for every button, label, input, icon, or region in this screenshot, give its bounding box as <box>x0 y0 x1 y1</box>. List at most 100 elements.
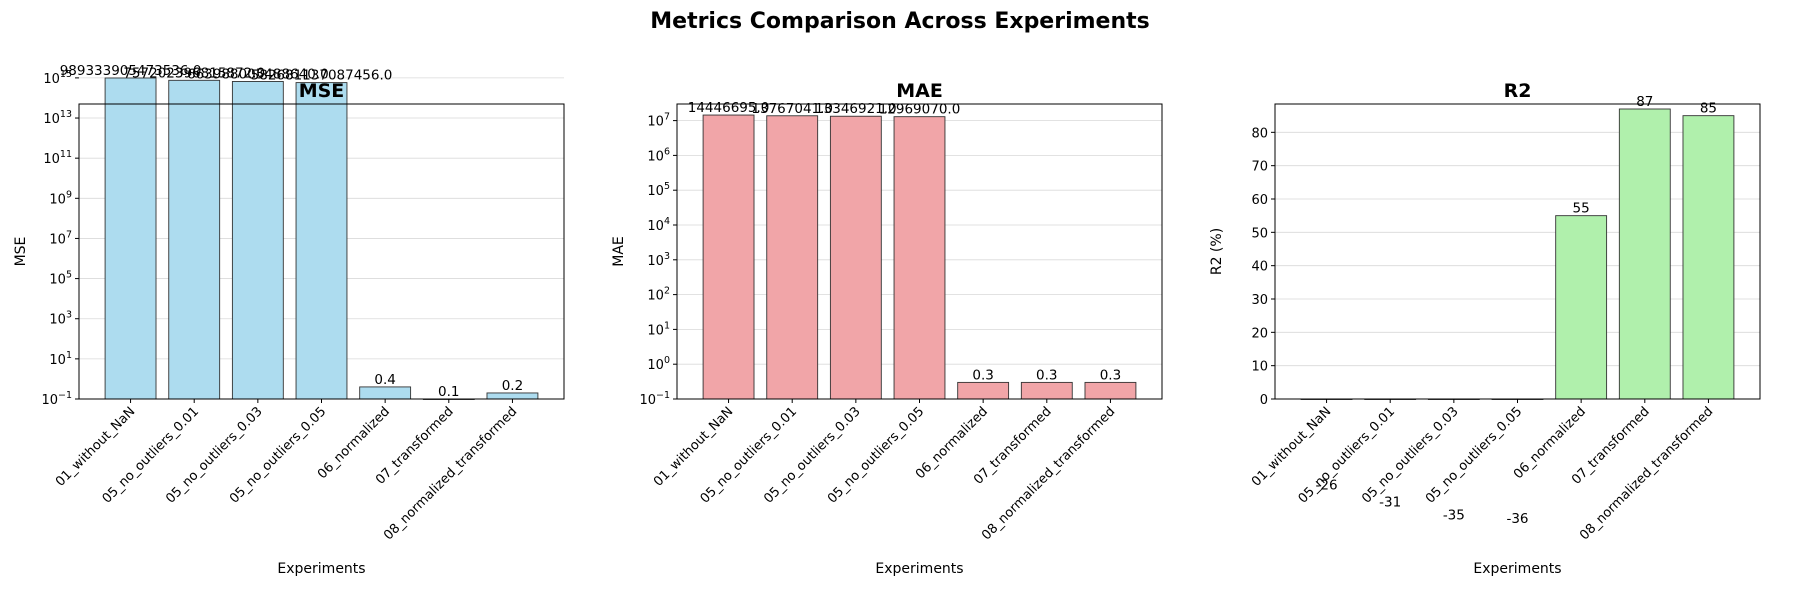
y-tick-label: 0 <box>1260 393 1268 408</box>
y-tick-exponent: 2 <box>664 286 670 297</box>
y-tick-label: 10−1 <box>639 390 670 408</box>
bar <box>893 116 946 400</box>
y-tick-base: 10 <box>647 115 664 130</box>
y-tick-exponent: 7 <box>66 229 72 240</box>
x-axis-label: Experiments <box>277 561 365 577</box>
y-tick-base: 10 <box>647 254 664 269</box>
panel-mae: 14446695.001_without_NaN13767041.005_no_… <box>611 80 1163 577</box>
figure-title: Metrics Comparison Across Experiments <box>650 9 1150 34</box>
data-label: 0.3 <box>1100 367 1121 383</box>
y-tick-label: 102 <box>647 286 670 304</box>
bar <box>957 381 1010 400</box>
y-axis-label: MAE <box>611 236 627 267</box>
y-tick-base: 50 <box>1251 226 1268 241</box>
y-tick-exponent: 1 <box>664 320 670 331</box>
y-tick-base: 10 <box>43 112 60 127</box>
y-tick-exponent: −1 <box>58 390 72 401</box>
y-tick-exponent: 6 <box>664 146 670 157</box>
data-label: 582681137087456.0 <box>251 68 393 84</box>
bar <box>1555 215 1608 400</box>
panel-title: R2 <box>1504 80 1532 102</box>
y-tick-exponent: 0 <box>664 355 670 366</box>
x-tick-label: 08_normalized_transformed <box>1577 404 1716 543</box>
data-label: -35 <box>1443 508 1465 524</box>
y-tick-label: 104 <box>647 216 670 234</box>
y-tick-exponent: 11 <box>60 149 72 160</box>
y-tick-base: 10 <box>43 72 60 87</box>
y-tick-base: 10 <box>647 219 664 234</box>
y-tick-label: 1013 <box>43 109 72 127</box>
y-tick-base: 30 <box>1251 293 1268 308</box>
y-tick-label: 70 <box>1251 160 1268 175</box>
data-label: 12969070.0 <box>879 102 961 118</box>
y-tick-label: 107 <box>49 229 72 247</box>
y-tick-label: 20 <box>1251 326 1268 341</box>
y-tick-exponent: 5 <box>664 181 670 192</box>
y-tick-label: 1015 <box>43 69 72 87</box>
y-tick-exponent: 1 <box>66 350 72 361</box>
data-label: 0.3 <box>972 367 993 383</box>
data-label: 85 <box>1700 101 1717 117</box>
y-tick-exponent: 3 <box>66 310 72 321</box>
x-axis-label: Experiments <box>1473 561 1561 577</box>
y-tick-exponent: 15 <box>60 69 72 80</box>
y-tick-label: 103 <box>49 310 72 328</box>
y-tick-exponent: 7 <box>664 112 670 123</box>
y-tick-label: 60 <box>1251 193 1268 208</box>
y-tick-base: 10 <box>49 353 66 368</box>
y-tick-label: 109 <box>49 189 72 207</box>
y-tick-base: 10 <box>49 192 66 207</box>
bar <box>295 82 348 400</box>
y-tick-base: 10 <box>647 358 664 373</box>
y-tick-exponent: 13 <box>60 109 72 120</box>
y-tick-base: 10 <box>49 313 66 328</box>
y-tick-exponent: 3 <box>664 251 670 262</box>
y-tick-label: 1011 <box>43 149 72 167</box>
data-label: -31 <box>1379 494 1401 510</box>
data-label: 757202396815872.0 <box>123 65 265 81</box>
data-label: 0.1 <box>438 384 459 400</box>
bar <box>104 77 157 400</box>
y-tick-label: 30 <box>1251 293 1268 308</box>
panel-r2: -2601_without_NaN-3105_no_outliers_0.01-… <box>1209 80 1761 577</box>
y-tick-base: 10 <box>1251 360 1268 375</box>
y-axis-label: MSE <box>13 237 29 267</box>
y-tick-base: 70 <box>1251 160 1268 175</box>
x-axis-label: Experiments <box>875 561 963 577</box>
panel-title: MSE <box>299 80 345 102</box>
y-tick-label: 100 <box>647 355 670 373</box>
data-label: -36 <box>1506 511 1528 527</box>
y-tick-label: 103 <box>647 251 670 269</box>
y-tick-label: 107 <box>647 112 670 130</box>
y-tick-base: 10 <box>647 289 664 304</box>
x-tick-label: 08_normalized_transformed <box>381 404 520 543</box>
data-label: 55 <box>1573 201 1590 217</box>
y-tick-base: 10 <box>639 393 656 408</box>
y-tick-label: 80 <box>1251 126 1268 141</box>
y-tick-base: 20 <box>1251 326 1268 341</box>
y-tick-label: 105 <box>647 181 670 199</box>
y-tick-label: 40 <box>1251 260 1268 275</box>
y-tick-label: 10 <box>1251 360 1268 375</box>
y-tick-base: 80 <box>1251 126 1268 141</box>
bar <box>1020 381 1073 400</box>
axes-frame <box>676 103 1163 400</box>
panel-mse: 989333905473536.001_without_NaN757202396… <box>13 63 565 577</box>
axes-frame <box>1274 103 1761 400</box>
data-label: 13767041.0 <box>751 101 833 117</box>
y-tick-base: 10 <box>49 273 66 288</box>
bar <box>359 386 412 400</box>
data-label: 87 <box>1636 94 1653 110</box>
y-tick-label: 106 <box>647 146 670 164</box>
y-tick-label: 50 <box>1251 226 1268 241</box>
bar <box>829 115 882 400</box>
panel-title: MAE <box>896 80 943 102</box>
data-label: 663988005488640.0 <box>187 66 329 82</box>
axes-frame <box>78 103 565 400</box>
data-label: 0.3 <box>1036 367 1057 383</box>
y-tick-base: 0 <box>1260 393 1268 408</box>
y-tick-base: 40 <box>1251 260 1268 275</box>
y-tick-exponent: −1 <box>656 390 670 401</box>
